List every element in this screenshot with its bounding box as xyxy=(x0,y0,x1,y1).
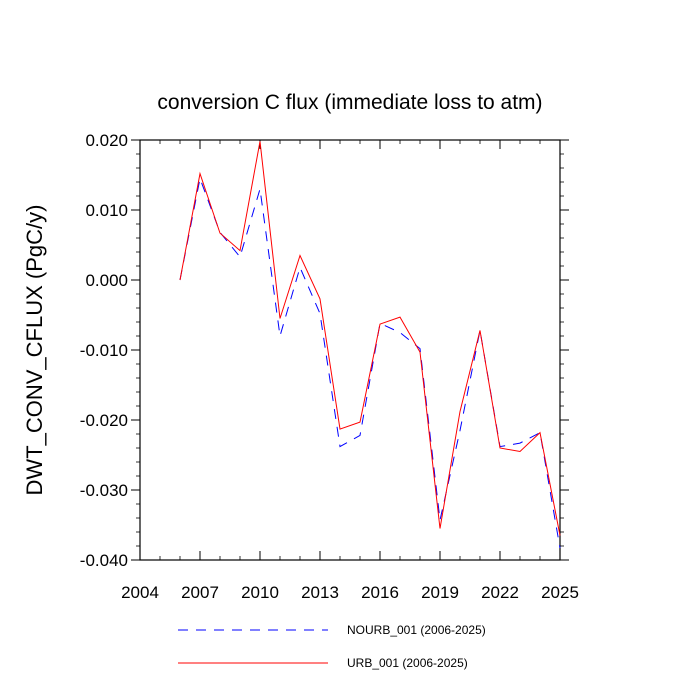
y-tick-label: -0.010 xyxy=(80,341,128,360)
legend-label-nourb: NOURB_001 (2006-2025) xyxy=(347,623,486,637)
y-axis-label: DWT_CONV_CFLUX (PgC/y) xyxy=(22,205,47,496)
y-tick-label: -0.030 xyxy=(80,481,128,500)
x-tick-label: 2016 xyxy=(361,583,399,602)
series-line-nourb xyxy=(179,176,561,549)
y-tick-label: 0.020 xyxy=(85,131,128,150)
chart-title: conversion C flux (immediate loss to atm… xyxy=(157,91,542,114)
legend-label-urb: URB_001 (2006-2025) xyxy=(347,656,468,670)
x-tick-label: 2010 xyxy=(241,583,279,602)
legend: NOURB_001 (2006-2025) URB_001 (2006-2025… xyxy=(178,623,486,670)
x-tick-label: 2025 xyxy=(541,583,579,602)
plot-frame xyxy=(139,139,561,561)
y-tick-label: 0.000 xyxy=(85,271,128,290)
x-tick-label: 2013 xyxy=(301,583,339,602)
axis-ticks xyxy=(131,139,569,561)
x-tick-label: 2022 xyxy=(481,583,519,602)
x-tick-label: 2007 xyxy=(181,583,219,602)
y-tick-label: -0.040 xyxy=(80,551,128,570)
x-tick-label: 2004 xyxy=(121,583,159,602)
y-tick-label: 0.010 xyxy=(85,201,128,220)
series-lines xyxy=(179,141,561,549)
x-tick-label: 2019 xyxy=(421,583,459,602)
x-tick-labels: 2004 2007 2010 2013 2016 2019 2022 2025 xyxy=(121,583,579,602)
y-tick-label: -0.020 xyxy=(80,411,128,430)
series-line-urb xyxy=(179,141,561,536)
y-tick-labels: 0.020 0.010 0.000 -0.010 -0.020 -0.030 -0.040 xyxy=(80,131,128,570)
